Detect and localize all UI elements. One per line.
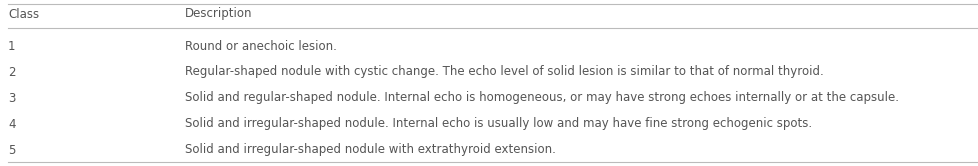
- Text: 5: 5: [8, 143, 16, 157]
- Text: Description: Description: [185, 7, 252, 20]
- Text: Class: Class: [8, 7, 39, 20]
- Text: Solid and irregular-shaped nodule with extrathyroid extension.: Solid and irregular-shaped nodule with e…: [185, 143, 556, 157]
- Text: Round or anechoic lesion.: Round or anechoic lesion.: [185, 40, 336, 52]
- Text: 4: 4: [8, 118, 16, 130]
- Text: Regular-shaped nodule with cystic change. The echo level of solid lesion is simi: Regular-shaped nodule with cystic change…: [185, 66, 822, 79]
- Text: Solid and irregular-shaped nodule. Internal echo is usually low and may have fin: Solid and irregular-shaped nodule. Inter…: [185, 118, 812, 130]
- Text: 2: 2: [8, 66, 16, 79]
- Text: 1: 1: [8, 40, 16, 52]
- Text: 3: 3: [8, 91, 16, 105]
- Text: Solid and regular-shaped nodule. Internal echo is homogeneous, or may have stron: Solid and regular-shaped nodule. Interna…: [185, 91, 898, 105]
